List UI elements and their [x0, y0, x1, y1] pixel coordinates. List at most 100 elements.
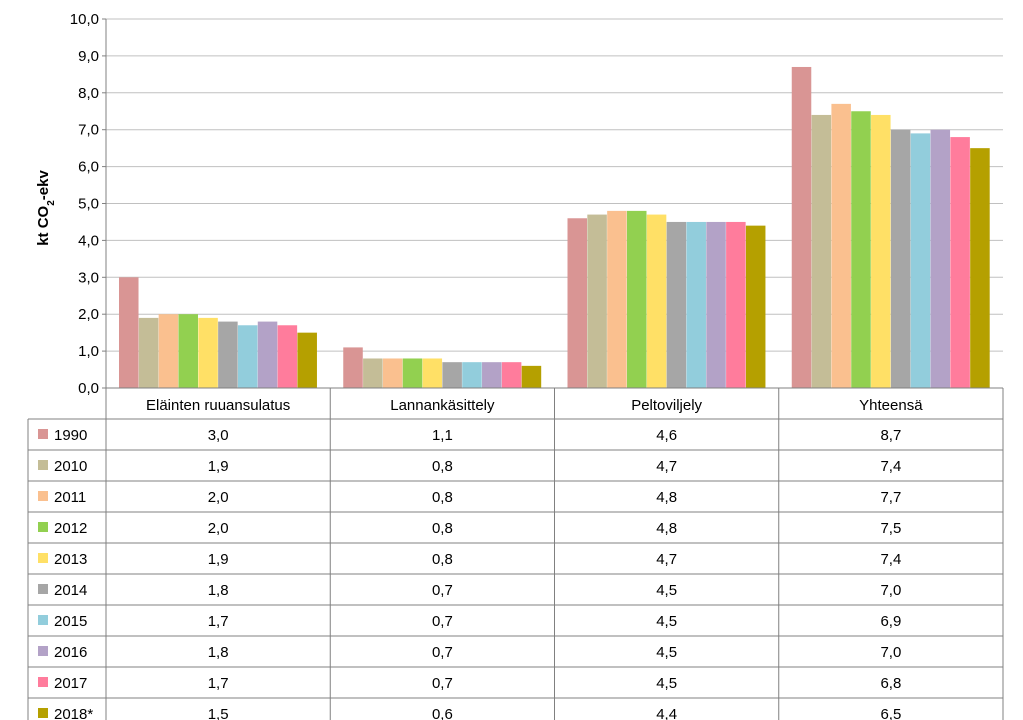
legend-label: 1990: [54, 427, 87, 444]
table-cell-value: 2,0: [208, 489, 229, 506]
legend-key: [38, 429, 48, 439]
table-cell-value: 3,0: [208, 427, 229, 444]
bar-2014-4: [890, 129, 911, 388]
table-cell-value: 4,4: [656, 706, 677, 720]
legend-key: [38, 708, 48, 718]
legend-key: [38, 522, 48, 532]
bar-2012-3: [626, 210, 647, 388]
bar-2018-1: [297, 332, 317, 388]
table-cell-value: 7,7: [880, 489, 901, 506]
table-cell-value: 4,7: [656, 458, 677, 475]
gridlines: [106, 18, 1003, 352]
table-cell-value: 1,5: [208, 706, 229, 720]
table-cell-value: 6,5: [880, 706, 901, 720]
table-cell-value: 1,9: [208, 458, 229, 475]
bar-2017-1: [277, 325, 298, 388]
bar-2013-4: [871, 114, 891, 388]
y-tick-label: 10,0: [70, 11, 99, 28]
bar-2017-3: [726, 221, 746, 388]
legend-key: [38, 677, 48, 687]
table-cell-value: 7,0: [880, 644, 901, 661]
bar-2016-3: [706, 221, 726, 388]
legend-key: [38, 615, 48, 625]
table-cell-value: 1,7: [208, 613, 229, 630]
bar-2016-1: [257, 321, 278, 388]
legend-key: [38, 584, 48, 594]
table-cell-value: 0,7: [432, 675, 453, 692]
bar-2012-1: [178, 314, 198, 388]
bar-2018-4: [970, 148, 990, 388]
legend-label: 2014: [54, 582, 87, 599]
bar-2016-2: [482, 362, 502, 388]
category-label: Eläinten ruuansulatus: [146, 397, 290, 414]
legend-key: [38, 460, 48, 470]
table-cell-value: 0,7: [432, 644, 453, 661]
y-tick-label: 7,0: [78, 122, 99, 139]
data-table: Eläinten ruuansulatus Lannankäsittely Pelt…: [27, 387, 1004, 720]
table-cell-value: 8,7: [880, 427, 901, 444]
bar-2010-1: [138, 317, 159, 388]
bar-2017-4: [950, 137, 970, 388]
table-cell-value: 6,9: [880, 613, 901, 630]
y-tick-label: 6,0: [78, 159, 99, 176]
bar-2013-3: [646, 214, 667, 388]
legend-label: 2015: [54, 613, 87, 630]
legend-label: 2016: [54, 644, 87, 661]
table-cell-value: 0,7: [432, 613, 453, 630]
y-axis: 0,0 1,0 2,0 3,0 4,0 5,0 6,0 7,0 8,0 9,0 10,0: [70, 11, 107, 397]
table-cell-value: 4,8: [656, 520, 677, 537]
table-cell-value: 4,7: [656, 551, 677, 568]
bar-2010-2: [363, 358, 383, 388]
table-cell-value: 1,1: [432, 427, 453, 444]
bar-2015-1: [237, 325, 258, 388]
table-cell-value: 4,5: [656, 644, 677, 661]
bar-2014-2: [442, 362, 462, 388]
legend-key: [38, 646, 48, 656]
table-cell-value: 4,5: [656, 613, 677, 630]
legend-key: [38, 553, 48, 563]
bars: [119, 66, 990, 389]
bar-2016-4: [930, 129, 951, 388]
legend-label: 2012: [54, 520, 87, 537]
bar-2010-3: [587, 214, 607, 388]
bar-2011-1: [158, 314, 179, 388]
category-label: Peltoviljely: [631, 397, 702, 414]
bar-2011-3: [607, 210, 627, 388]
bar-2015-2: [462, 362, 482, 388]
bar-2015-3: [686, 221, 706, 388]
y-tick-label: 2,0: [78, 306, 99, 323]
y-tick-label: 3,0: [78, 269, 99, 286]
table-cell-value: 1,8: [208, 644, 229, 661]
bar-2018-3: [745, 225, 766, 388]
bar-1990-2: [343, 347, 363, 388]
legend-key: [38, 491, 48, 501]
table-cell-value: 6,8: [880, 675, 901, 692]
legend-label: 2010: [54, 458, 87, 475]
bar-2018-2: [521, 365, 542, 388]
y-tick-label: 9,0: [78, 48, 99, 65]
bar-2010-4: [811, 114, 832, 388]
y-tick-label: 8,0: [78, 85, 99, 102]
bar-2013-2: [422, 358, 443, 388]
y-tick-label: 5,0: [78, 196, 99, 213]
table-cell-value: 0,7: [432, 582, 453, 599]
bar-2011-2: [382, 358, 403, 388]
bar-1990-4: [791, 66, 812, 388]
table-cell-value: 4,8: [656, 489, 677, 506]
y-tick-label: 1,0: [78, 343, 99, 360]
bar-2017-2: [501, 362, 522, 388]
bar-2012-2: [402, 358, 423, 388]
table-cell-value: 4,6: [656, 427, 677, 444]
table-cell-value: 1,7: [208, 675, 229, 692]
bar-2011-4: [831, 103, 851, 389]
table-cell-value: 7,4: [880, 551, 901, 568]
bar-2012-4: [851, 111, 871, 388]
legend-label: 2018*: [54, 706, 93, 720]
table-cell-value: 0,8: [432, 458, 453, 475]
y-tick-label: 4,0: [78, 232, 99, 249]
table-cell-value: 0,8: [432, 551, 453, 568]
y-tick-label: 0,0: [78, 380, 99, 397]
legend-label: 2017: [54, 675, 87, 692]
legend-label: 2011: [54, 489, 86, 506]
category-label: Lannankäsittely: [390, 397, 495, 414]
